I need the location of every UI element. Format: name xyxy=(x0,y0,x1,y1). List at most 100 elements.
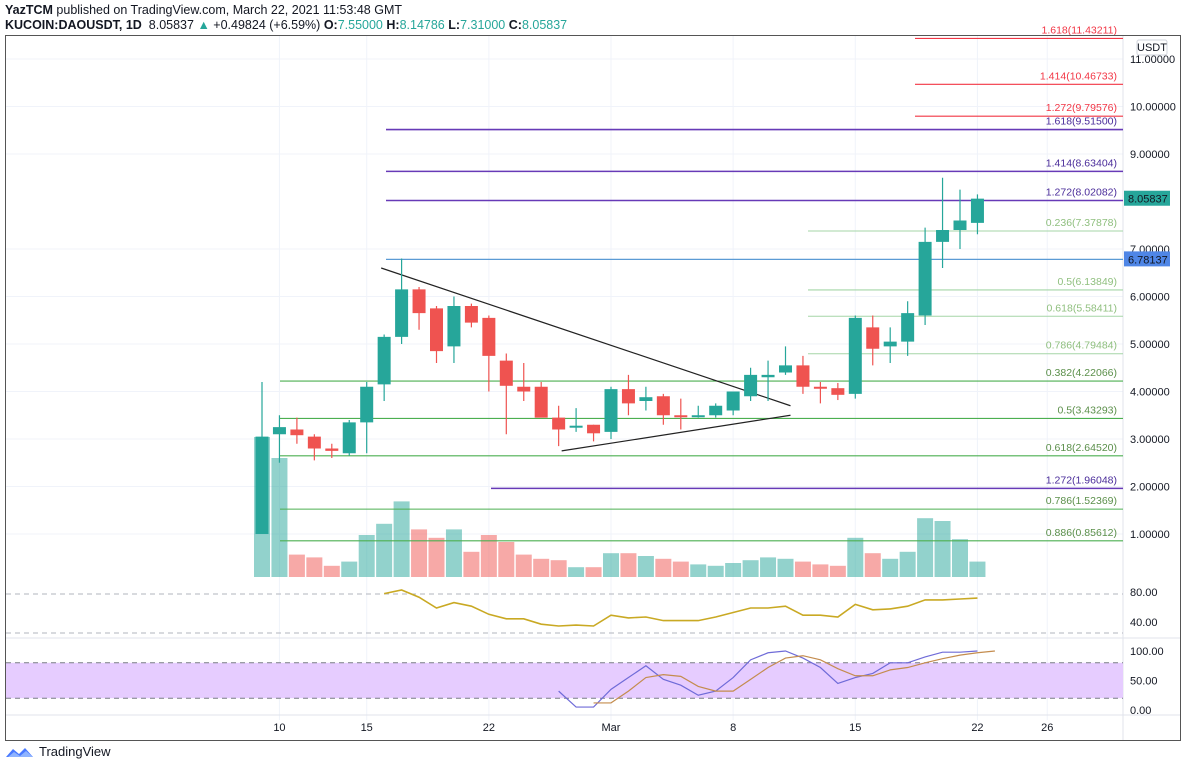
candle-body xyxy=(360,386,374,423)
volume-bar xyxy=(288,554,305,577)
candle-body xyxy=(813,386,827,389)
volume-bar xyxy=(323,565,340,577)
currency-badge xyxy=(1136,39,1168,56)
volume-bar xyxy=(952,539,968,577)
candle-body xyxy=(255,436,269,534)
volume-bar xyxy=(376,523,393,577)
triangle-upper-trendline xyxy=(380,267,791,407)
volume-bar xyxy=(742,560,759,577)
candle-body xyxy=(918,241,932,316)
triangle-lower-trendline xyxy=(561,414,791,452)
volume-bar xyxy=(829,565,846,577)
price-axis-tick: 11.00000 xyxy=(1130,54,1175,66)
price-axis-tick: 1.00000 xyxy=(1130,529,1170,541)
symbol-legend: KUCOIN:DAOUSDT, 1D 8.05837 ▲ +0.49824 (+… xyxy=(5,18,567,32)
candle-body xyxy=(464,306,478,323)
fib-level-label: 1.618(11.43211) xyxy=(1041,24,1117,36)
volume-bar xyxy=(777,558,794,577)
stoch-k-line xyxy=(558,650,978,708)
time-axis-tick: 26 xyxy=(1041,722,1053,734)
fib-level-label: 0.618(5.58411) xyxy=(1047,302,1117,314)
price-axis-tick: 3.00000 xyxy=(1130,434,1170,446)
volume-bar xyxy=(480,535,497,577)
stoch-axis-tick: 100.00 xyxy=(1130,646,1164,658)
volume-bar xyxy=(882,558,899,577)
fib-level-label: 1.414(10.46733) xyxy=(1040,70,1117,82)
last-price-tag-label: 8.05837 xyxy=(1128,194,1168,206)
fib-level-label: 0.5(6.13849) xyxy=(1057,276,1117,288)
candle-body xyxy=(447,306,461,347)
volume-bar xyxy=(760,557,777,577)
candle-body xyxy=(866,327,880,349)
volume-bar xyxy=(917,518,934,577)
candle-body xyxy=(325,448,339,451)
fib-level-label: 1.414(8.63404) xyxy=(1046,157,1117,169)
fib-level-label: 1.272(9.79576) xyxy=(1046,102,1117,114)
fib-level-label: 1.272(8.02082) xyxy=(1046,187,1117,199)
volume-bar xyxy=(271,458,288,577)
candle-body xyxy=(290,429,304,436)
time-axis-tick: 15 xyxy=(361,722,373,734)
currency-label: USDT xyxy=(1137,42,1167,54)
candle-body xyxy=(639,397,653,401)
chart-frame xyxy=(5,35,1181,741)
fib-level-label: 0.786(1.52369) xyxy=(1046,495,1117,507)
rsi-axis-tick: 80.00 xyxy=(1130,587,1158,599)
time-axis-tick: 22 xyxy=(483,722,495,734)
candle-body xyxy=(709,405,723,416)
price-axis-tick: 9.00000 xyxy=(1130,149,1170,161)
candle-body xyxy=(761,374,775,378)
candle-body xyxy=(552,417,566,430)
volume-bar xyxy=(620,553,637,577)
price-axis-tick: 10.00000 xyxy=(1130,102,1176,114)
volume-bar xyxy=(934,521,951,577)
volume-bar xyxy=(794,561,811,577)
low-value: 7.31000 xyxy=(460,18,506,32)
time-axis-tick: 15 xyxy=(849,722,861,734)
candle-body xyxy=(848,317,862,394)
volume-bar xyxy=(969,561,986,577)
last-price-tag xyxy=(1124,190,1170,206)
candle-body xyxy=(691,415,705,418)
candle-body xyxy=(412,289,426,314)
volume-bar xyxy=(393,501,410,577)
support-price-tag xyxy=(1124,251,1170,267)
stoch-axis-tick: 0.00 xyxy=(1130,705,1151,717)
volume-bar xyxy=(585,567,602,577)
fib-level-label: 0.5(3.43293) xyxy=(1057,404,1117,416)
price-axis-tick: 5.00000 xyxy=(1130,339,1170,351)
volume-bar xyxy=(864,553,881,577)
symbol-name: KUCOIN:DAOUSDT, 1D xyxy=(5,18,142,32)
tradingview-logo-icon xyxy=(6,747,33,757)
volume-bar xyxy=(306,557,323,577)
fib-level-label: 0.786(4.79484) xyxy=(1046,340,1117,352)
time-axis-tick: 8 xyxy=(730,722,736,734)
candle-body xyxy=(744,374,758,397)
candle-body xyxy=(499,360,513,386)
price-change: +0.49824 (+6.59%) xyxy=(213,18,321,32)
time-axis-tick: Mar xyxy=(602,722,621,734)
support-price-tag-label: 6.78137 xyxy=(1128,254,1168,266)
volume-bar xyxy=(812,564,829,577)
time-axis-tick: 22 xyxy=(971,722,983,734)
candle-body xyxy=(621,389,635,404)
fib-level-label: 0.886(0.85612) xyxy=(1046,527,1117,539)
candle-body xyxy=(831,388,845,395)
candle-body xyxy=(604,389,618,432)
volume-bar xyxy=(498,542,515,577)
candle-body xyxy=(517,386,531,392)
candle-body xyxy=(587,424,601,434)
volume-bar xyxy=(707,565,724,577)
stoch-d-line xyxy=(593,650,995,704)
volume-bar xyxy=(899,551,916,577)
candle-body xyxy=(779,365,792,373)
fib-level-label: 0.236(7.37878) xyxy=(1046,217,1117,229)
time-axis-tick: 10 xyxy=(273,722,285,734)
candle-body xyxy=(272,427,286,435)
high-label: H: xyxy=(386,18,400,32)
rsi-line xyxy=(383,589,978,627)
candle-body xyxy=(395,289,409,337)
high-value: 8.14786 xyxy=(399,18,445,32)
open-value: 7.55000 xyxy=(337,18,383,32)
